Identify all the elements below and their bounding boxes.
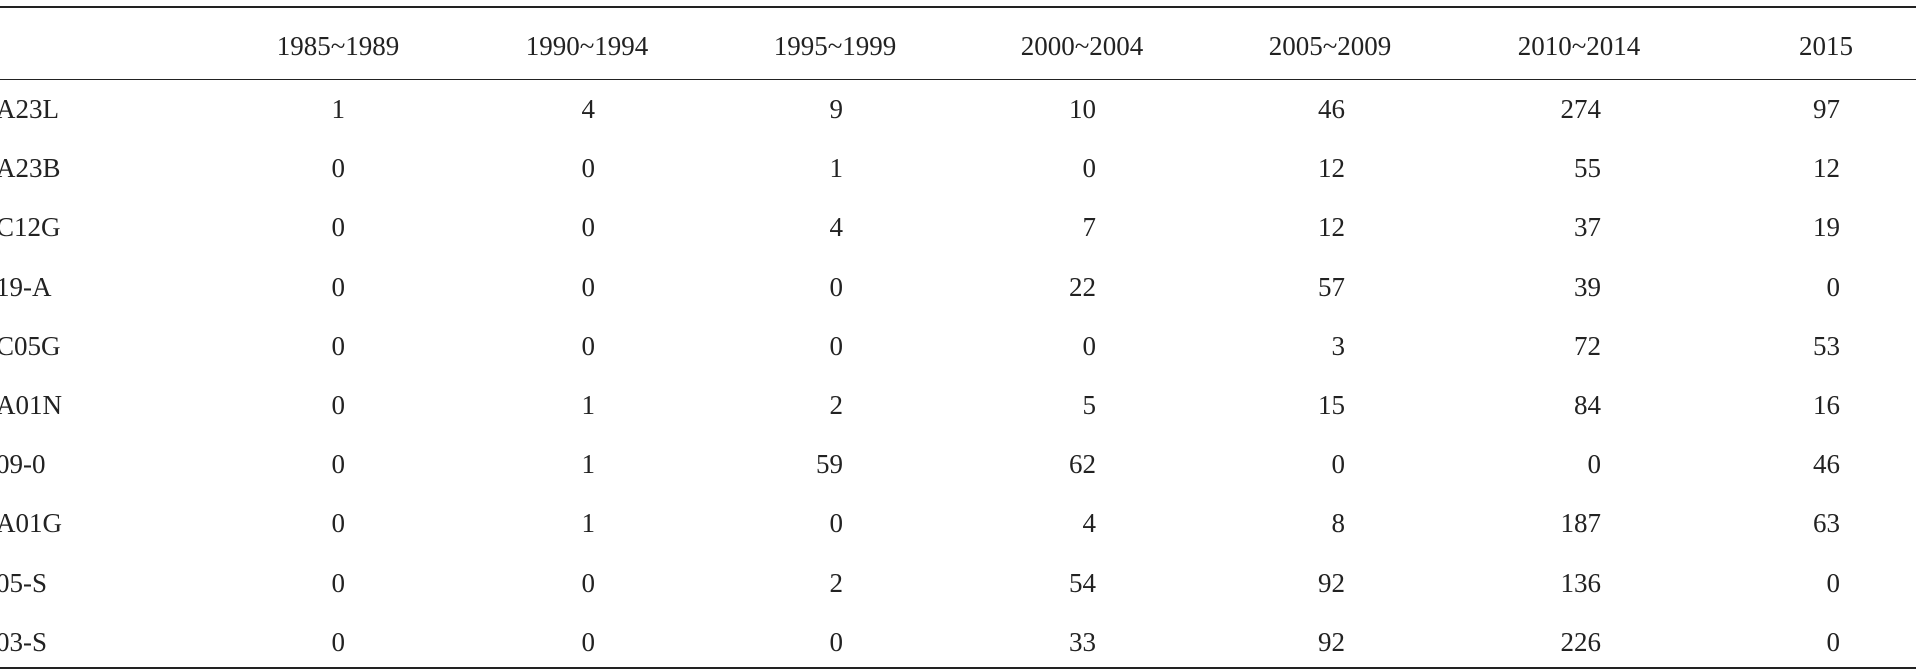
cell-value: 55: [1574, 153, 1601, 184]
cell-value: 37: [1574, 212, 1601, 243]
cell-value: 0: [581, 330, 596, 361]
cell-value: 3: [1331, 330, 1346, 361]
cell-value: 0: [331, 390, 346, 420]
cell-value: 4: [1082, 508, 1097, 539]
cell-value: 0: [829, 626, 844, 657]
cell-value: 0: [581, 271, 596, 302]
cell-value: 1: [581, 390, 596, 420]
cell-value: 0: [1082, 330, 1097, 361]
cell-value: 0: [331, 153, 346, 184]
cell-value: 4: [829, 212, 844, 243]
row-label: 19-A: [0, 271, 52, 302]
cell-value: 0: [1826, 271, 1841, 302]
row-label: A23B: [0, 153, 61, 184]
cell-value: 187: [1560, 508, 1602, 539]
cell-value: 16: [1813, 390, 1840, 420]
row-label: A23L: [0, 94, 59, 124]
cell-value: 0: [1826, 567, 1841, 598]
cell-value: 0: [581, 212, 596, 243]
cell-value: 0: [331, 626, 346, 657]
cell-value: 0: [581, 567, 596, 598]
cell-value: 0: [1082, 153, 1097, 184]
cell-value: 0: [829, 330, 844, 361]
cell-value: 274: [1560, 94, 1602, 124]
cell-value: 92: [1318, 567, 1345, 598]
cell-value: 0: [1587, 449, 1602, 480]
cell-value: 9: [829, 94, 844, 124]
cell-value: 19: [1813, 212, 1840, 243]
cell-value: 33: [1069, 626, 1096, 657]
cell-value: 97: [1813, 94, 1840, 124]
column-header: 2005~2009: [1268, 31, 1392, 61]
cell-value: 54: [1069, 567, 1096, 598]
cell-value: 7: [1082, 212, 1097, 243]
column-header: 1985~1989: [276, 31, 400, 61]
cell-value: 0: [829, 271, 844, 302]
row-label: A01N: [0, 390, 62, 420]
cell-value: 46: [1318, 94, 1345, 124]
cell-value: 53: [1813, 330, 1840, 361]
cell-value: 0: [1331, 449, 1346, 480]
cell-value: 84: [1574, 390, 1601, 420]
column-header: 1990~1994: [525, 31, 649, 61]
cell-value: 1: [331, 94, 346, 124]
cell-value: 1: [581, 449, 596, 480]
column-header: 1995~1999: [773, 31, 897, 61]
cell-value: 4: [581, 94, 596, 124]
cell-value: 0: [331, 212, 346, 243]
cell-value: 0: [331, 567, 346, 598]
cell-value: 72: [1574, 330, 1601, 361]
cell-value: 63: [1813, 508, 1840, 539]
cell-value: 2: [829, 567, 844, 598]
cell-value: 12: [1318, 153, 1345, 184]
cell-value: 0: [331, 271, 346, 302]
cell-value: 0: [331, 330, 346, 361]
cell-value: 0: [1826, 626, 1841, 657]
cell-value: 226: [1560, 626, 1602, 657]
cell-value: 62: [1069, 449, 1096, 480]
cell-value: 15: [1318, 390, 1345, 420]
row-label: A01G: [0, 508, 62, 539]
row-label: 03-S: [0, 626, 48, 657]
row-label: 09-0: [0, 449, 46, 480]
cell-value: 1: [581, 508, 596, 539]
cell-value: 10: [1069, 94, 1096, 124]
row-label: 05-S: [0, 567, 48, 598]
cell-value: 92: [1318, 626, 1345, 657]
column-header: 2015: [1799, 31, 1853, 61]
cell-value: 2: [829, 390, 844, 420]
cell-value: 8: [1331, 508, 1346, 539]
cell-value: 12: [1813, 153, 1840, 184]
column-header: 2000~2004: [1020, 31, 1144, 61]
row-label: C12G: [0, 212, 61, 243]
column-header: 2010~2014: [1517, 31, 1641, 61]
cell-value: 0: [331, 508, 346, 539]
cell-value: 136: [1560, 567, 1602, 598]
cell-value: 22: [1069, 271, 1096, 302]
cell-value: 59: [816, 449, 843, 480]
bottom-rule: [0, 667, 1916, 669]
cell-value: 0: [331, 449, 346, 480]
cell-value: 57: [1318, 271, 1345, 302]
cell-value: 1: [829, 153, 844, 184]
cell-value: 0: [581, 153, 596, 184]
cell-value: 12: [1318, 212, 1345, 243]
cell-value: 39: [1574, 271, 1601, 302]
cell-value: 5: [1082, 390, 1097, 420]
cell-value: 0: [581, 626, 596, 657]
header-rule: [0, 79, 1916, 80]
cell-value: 0: [829, 508, 844, 539]
top-rule: [0, 6, 1916, 8]
cell-value: 46: [1813, 449, 1840, 480]
row-label: C05G: [0, 330, 61, 361]
